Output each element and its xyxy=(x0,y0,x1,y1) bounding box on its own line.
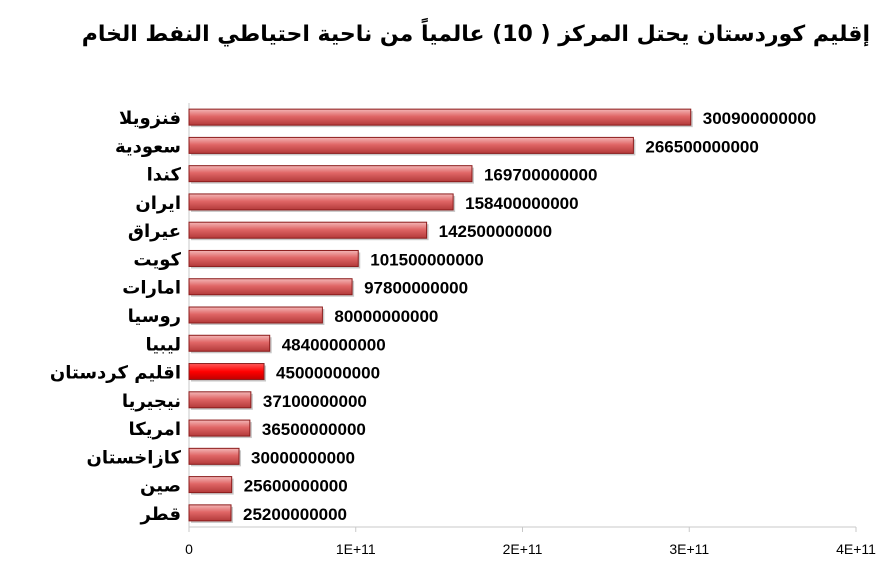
category-label: عيراق xyxy=(128,221,181,242)
chart-title: إقليم كوردستان يحتل المركز ( 10) عالمياً… xyxy=(81,22,870,47)
category-label: كويت xyxy=(133,249,181,270)
bar xyxy=(188,391,252,409)
category-label: سعودية xyxy=(115,136,181,157)
value-label: 25600000000 xyxy=(244,477,348,496)
category-label: صين xyxy=(140,476,181,497)
value-label: 300900000000 xyxy=(703,109,816,128)
bar xyxy=(188,334,271,352)
value-label: 25200000000 xyxy=(243,505,347,524)
bar xyxy=(188,108,692,126)
bar xyxy=(188,504,232,522)
category-label: نيجيريا xyxy=(122,391,181,412)
category-label: روسيا xyxy=(128,306,181,327)
value-label: 101500000000 xyxy=(370,250,483,269)
value-label: 169700000000 xyxy=(484,166,597,185)
x-tick-label: 2E+11 xyxy=(503,541,543,557)
bar xyxy=(188,136,634,154)
value-label: 37100000000 xyxy=(263,392,367,411)
x-tick-label: 1E+11 xyxy=(336,541,376,557)
value-label: 36500000000 xyxy=(262,420,366,439)
bar-highlight xyxy=(188,363,265,381)
bar xyxy=(188,278,353,296)
value-label: 266500000000 xyxy=(645,137,758,156)
bar xyxy=(188,165,473,183)
bar xyxy=(188,476,233,494)
category-label: امارات xyxy=(122,278,181,299)
x-tick-label: 4E+11 xyxy=(836,541,876,557)
value-label: 48400000000 xyxy=(282,335,386,354)
category-label: ليبيا xyxy=(145,334,181,355)
bar xyxy=(188,419,251,437)
value-label: 45000000000 xyxy=(276,364,380,383)
value-label: 30000000000 xyxy=(251,448,355,467)
value-label: 158400000000 xyxy=(465,194,578,213)
x-tick-label: 0 xyxy=(185,541,193,557)
bar xyxy=(188,447,240,465)
category-label: قطر xyxy=(139,504,181,525)
value-label: 80000000000 xyxy=(334,307,438,326)
value-label: 97800000000 xyxy=(364,279,468,298)
bar xyxy=(188,306,323,324)
category-label: كندا xyxy=(147,165,182,186)
bar xyxy=(188,249,359,267)
category-label: فنزويلا xyxy=(119,108,181,129)
bar xyxy=(188,221,428,239)
x-tick-label: 3E+11 xyxy=(669,541,709,557)
category-label: ايران xyxy=(135,193,181,214)
category-label: كازاخستان xyxy=(86,447,181,468)
bar xyxy=(188,193,454,211)
value-label: 142500000000 xyxy=(439,222,552,241)
category-label: اقليم كردستان xyxy=(50,363,181,384)
category-label: امريكا xyxy=(129,419,182,440)
